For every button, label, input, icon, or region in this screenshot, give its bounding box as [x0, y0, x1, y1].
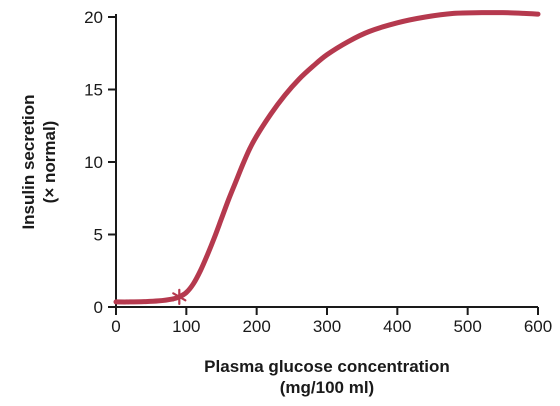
x-tick-label: 600: [524, 317, 552, 336]
x-tick-label: 100: [172, 317, 200, 336]
y-axis-label-line: (× normal): [40, 121, 59, 204]
y-tick-label: 5: [94, 226, 103, 245]
x-tick-label: 500: [453, 317, 481, 336]
x-tick-label: 300: [313, 317, 341, 336]
y-axis-label-line: Insulin secretion: [19, 94, 38, 229]
y-tick-label: 15: [84, 81, 103, 100]
chart-ticks: 0 100 200 300 400 500 600 0 5 10 15 20: [84, 8, 552, 336]
y-tick-label: 0: [94, 298, 103, 317]
insulin-secretion-curve: [113, 10, 541, 305]
x-tick-label: 400: [383, 317, 411, 336]
chart-axis-labels: Plasma glucose concentration (mg/100 ml) I…: [19, 94, 450, 397]
chart-series: [113, 10, 541, 305]
x-tick-label: 0: [111, 317, 120, 336]
x-tick-label: 200: [242, 317, 270, 336]
x-axis-label-line: Plasma glucose concentration: [204, 357, 450, 376]
y-axis-label: Insulin secretion (× normal): [19, 94, 59, 229]
x-axis-label: Plasma glucose concentration (mg/100 ml): [204, 357, 450, 397]
x-axis-label-line: (mg/100 ml): [280, 378, 374, 397]
asterisk-stroke: [172, 292, 187, 302]
y-tick-label: 10: [84, 153, 103, 172]
chart-annotations: [172, 288, 187, 305]
chart-axes: [115, 14, 538, 308]
y-tick-label: 20: [84, 8, 103, 27]
threshold-asterisk-marker: [172, 288, 187, 305]
